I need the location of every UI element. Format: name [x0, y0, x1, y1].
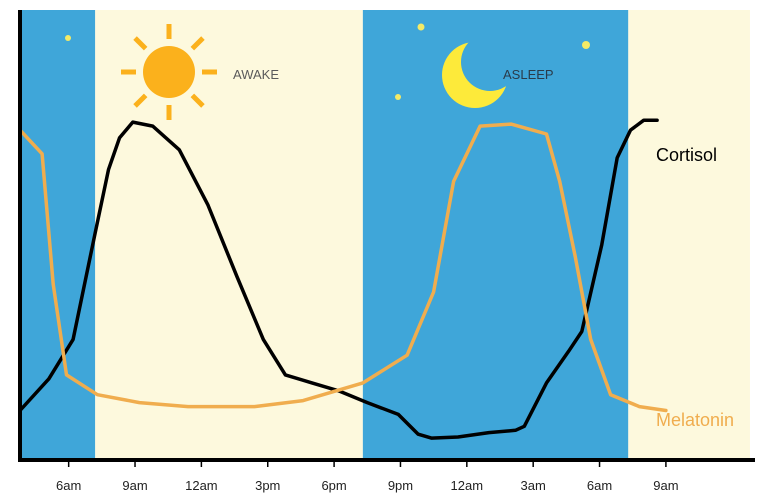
x-tick-label: 9am — [653, 478, 678, 493]
day-band — [628, 10, 750, 460]
moon-icon — [442, 42, 508, 108]
awake-label: AWAKE — [233, 67, 279, 82]
sun-ray — [190, 93, 205, 108]
star-icon — [582, 41, 590, 49]
x-tick-label: 9am — [122, 478, 147, 493]
series-label-melatonin: Melatonin — [656, 410, 734, 430]
day-night-bands — [20, 10, 750, 460]
sun-icon — [121, 24, 217, 120]
x-tick-label: 6pm — [321, 478, 346, 493]
series-lines — [18, 118, 668, 440]
series-line-melatonin — [18, 122, 668, 413]
night-band — [20, 10, 96, 460]
decorations — [65, 23, 590, 120]
asleep-label: ASLEEP — [503, 67, 554, 82]
labels: 6am 9am 12am 3pm 6pm 9pm 12am 3am 6am 9am AWAKE ASL… — [56, 67, 734, 493]
star-icon — [417, 23, 425, 31]
x-tick-label: 12am — [451, 478, 484, 493]
x-tick-label: 6am — [587, 478, 612, 493]
sun-ray — [133, 93, 148, 108]
sun-ray — [190, 36, 205, 51]
x-tick-label: 3am — [521, 478, 546, 493]
series-line-cortisol — [18, 118, 659, 440]
x-tick-label: 3pm — [255, 478, 280, 493]
x-tick-label: 6am — [56, 478, 81, 493]
sun-disc — [143, 46, 195, 98]
series-label-cortisol: Cortisol — [656, 145, 717, 165]
star-icon — [395, 94, 401, 100]
sun-ray — [133, 36, 148, 51]
x-tick-label: 9pm — [388, 478, 413, 493]
x-tick-label: 12am — [185, 478, 218, 493]
axes — [18, 10, 755, 467]
star-icon — [65, 35, 71, 41]
day-band — [95, 10, 363, 460]
